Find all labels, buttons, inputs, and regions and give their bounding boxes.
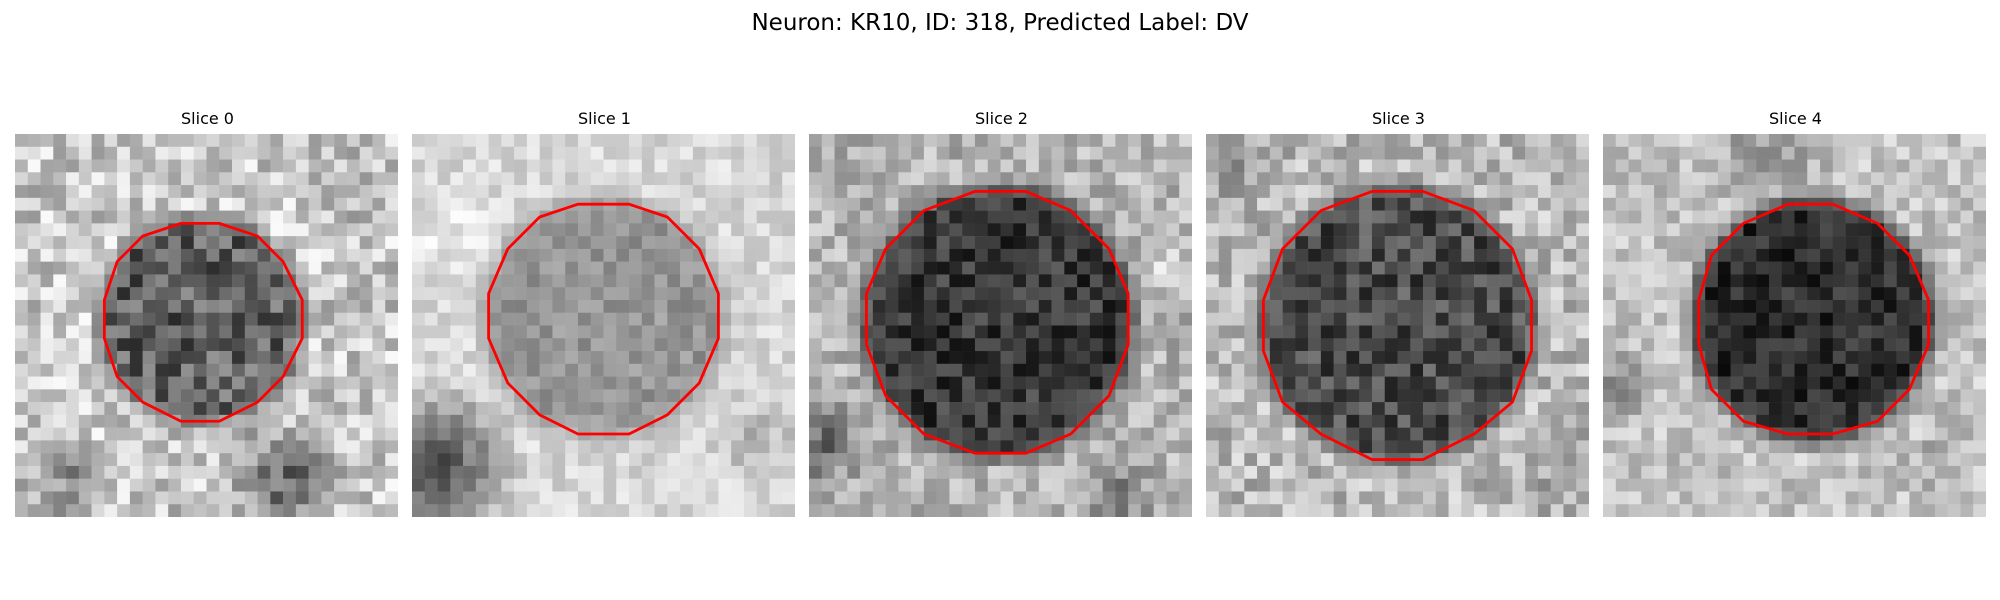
slice-panel-0: Slice 0 <box>15 108 400 517</box>
slice-image <box>809 134 1192 517</box>
roi-contour <box>865 190 1130 455</box>
slice-image <box>1603 134 1986 517</box>
roi-contour <box>1697 202 1930 436</box>
slice-panel-3: Slice 3 <box>1206 108 1591 517</box>
slice-title: Slice 3 <box>1372 109 1425 128</box>
slice-panel-4: Slice 4 <box>1603 108 1988 517</box>
roi-contour <box>1262 190 1533 461</box>
slice-title: Slice 0 <box>181 109 234 128</box>
slice-image <box>15 134 398 517</box>
slice-title: Slice 4 <box>1769 109 1822 128</box>
roi-contour <box>487 202 720 436</box>
slice-image <box>1206 134 1589 517</box>
slice-title: Slice 2 <box>975 109 1028 128</box>
slice-panel-1: Slice 1 <box>412 108 797 517</box>
slice-title: Slice 1 <box>578 109 631 128</box>
roi-contour <box>102 221 304 423</box>
slice-image <box>412 134 795 517</box>
figure-title: Neuron: KR10, ID: 318, Predicted Label: … <box>751 10 1249 36</box>
slice-panel-2: Slice 2 <box>809 108 1194 517</box>
